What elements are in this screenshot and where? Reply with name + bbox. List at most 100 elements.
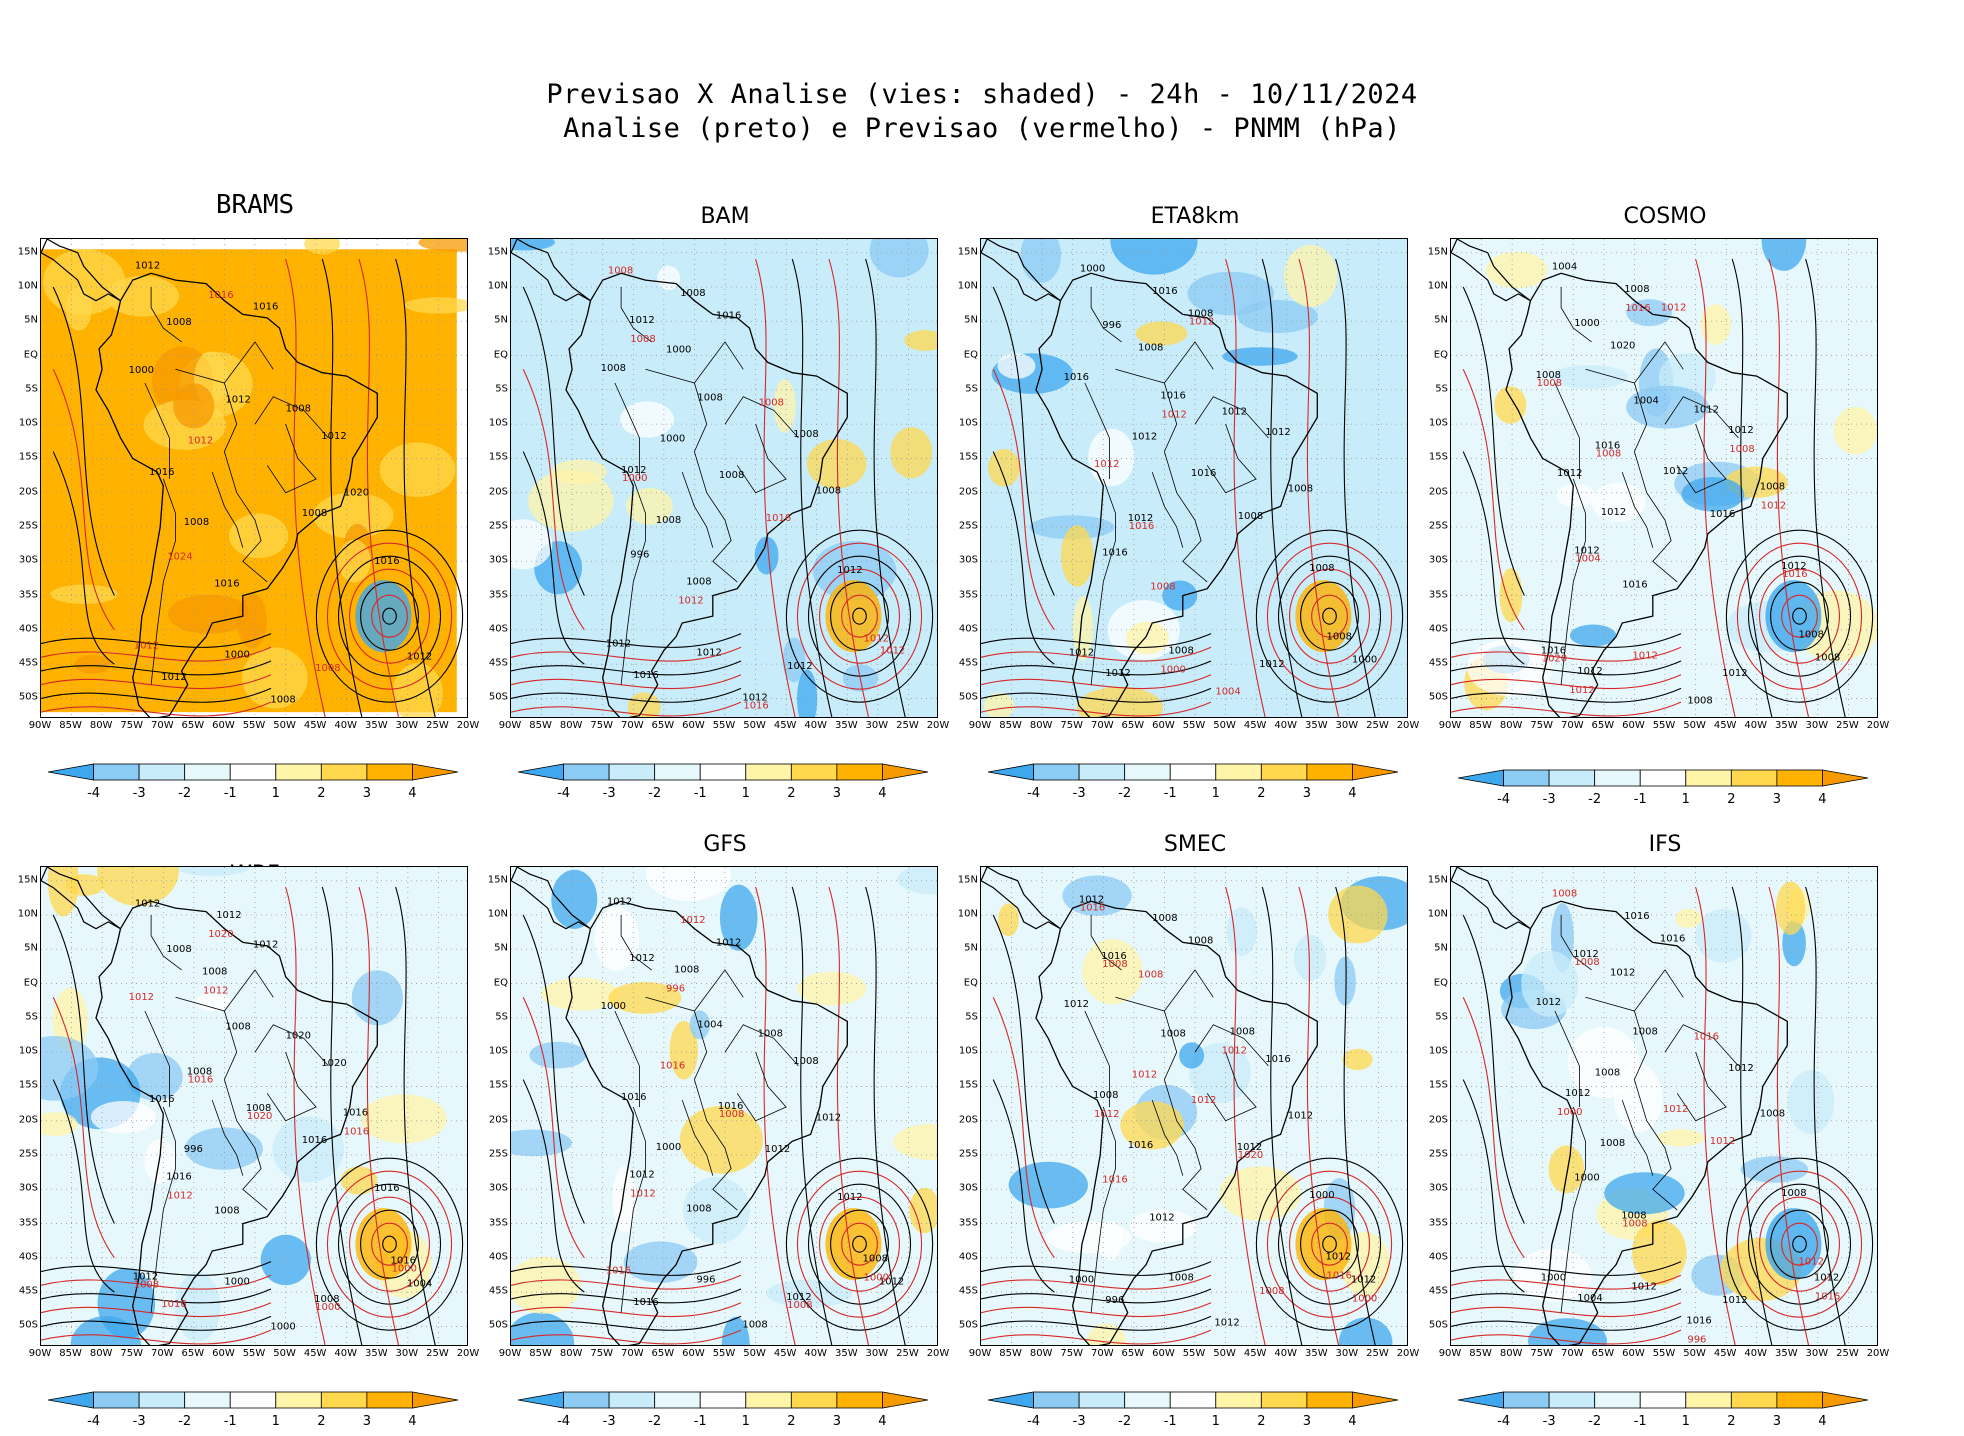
colorbar-label: -3 (602, 786, 616, 801)
lat-tick-label: 30S (18, 1182, 38, 1194)
bias-blob (1135, 321, 1188, 346)
lon-tick-label: 50W (1213, 1348, 1236, 1359)
contour-label: 1016 (1102, 1174, 1127, 1185)
contour-label: 1016 (344, 1127, 369, 1138)
lon-tick-label: 75W (1530, 720, 1554, 731)
longitude-axis: 90W 85W 80W 75W 70W 65W 60W 55W 50W 45W 40W 35W 30W 2… (1439, 720, 1890, 734)
contour-label: 1012 (1132, 1070, 1157, 1081)
map-svg: 1012 1008 1008 1012 1008 1016 1016 1008 1012 1008… (41, 239, 467, 717)
lon-tick-label: 35W (1774, 720, 1798, 731)
lat-tick-label: 5N (494, 314, 508, 326)
contour-label: 1008 (787, 1300, 812, 1311)
bias-blob (1494, 386, 1527, 424)
country-border (1151, 471, 1184, 548)
bias-blob (1485, 251, 1548, 289)
lat-tick-label: 35S (488, 1217, 508, 1229)
contour-label: 1016 (1660, 933, 1685, 944)
lon-tick-label: 90W (498, 720, 522, 731)
contour-label: 1008 (1760, 482, 1785, 493)
bias-blob (1088, 428, 1135, 487)
contour-label: 1012 (188, 436, 213, 447)
contour-label: 1000 (1080, 263, 1105, 274)
colorbar-segment (1033, 763, 1080, 781)
lat-tick-label: 10N (957, 280, 978, 292)
contour-label: 1016 (1815, 1291, 1840, 1302)
bias-blob (1613, 1064, 1663, 1133)
bias-blob (1165, 698, 1208, 717)
contour-label: 1020 (321, 1058, 346, 1069)
bias-blob (608, 982, 682, 1014)
contour-label: 1000 (1160, 664, 1185, 675)
colorbar-segment (1215, 1391, 1262, 1409)
lat-tick-label: 10S (1428, 417, 1448, 429)
colorbar-segment (275, 1391, 322, 1409)
contour-label: 1016 (1694, 1031, 1719, 1042)
colorbar: -4 -3 -2 -1 1 2 3 4 (988, 762, 1398, 808)
bias-blob (52, 987, 88, 1053)
colorbar-label: -4 (1497, 1414, 1511, 1429)
contour-label: 1024 (167, 551, 192, 562)
lon-tick-label: 25W (426, 1348, 449, 1359)
lon-tick-label: 60W (1152, 720, 1175, 731)
contour-label: 1008 (1230, 1026, 1255, 1037)
contour-label: 1012 (621, 465, 646, 476)
contour-label: 1016 (1160, 391, 1185, 402)
colorbar-segment (654, 1391, 701, 1409)
colorbar-label: 4 (1348, 1414, 1357, 1429)
contour-label: 1008 (719, 1109, 744, 1120)
contour-label: 1012 (1237, 1142, 1262, 1153)
colorbar-segment (93, 763, 140, 781)
lon-tick-label: 45W (773, 720, 797, 731)
contour-label: 1000 (1574, 318, 1599, 329)
lon-tick-label: 45W (303, 1348, 327, 1359)
contour-label: 1008 (1102, 959, 1127, 970)
lat-tick-label: 35S (18, 1217, 38, 1229)
contour-label: 996 (1102, 320, 1121, 331)
colorbar-label: 2 (317, 786, 326, 801)
colorbar-segment (1822, 769, 1868, 787)
contour-label: 1008 (1621, 1211, 1646, 1222)
cyclone-bias (825, 580, 882, 653)
colorbar-segment (1352, 1391, 1398, 1409)
lat-tick-label: 30S (1428, 1182, 1448, 1194)
colorbar-label: 1 (271, 786, 280, 801)
contour-label: 1008 (1168, 1272, 1193, 1283)
lon-tick-label: 70W (1560, 720, 1584, 731)
country-border (620, 478, 646, 685)
lat-tick-label: 50S (1428, 691, 1448, 703)
contour-label: 1016 (374, 1183, 399, 1194)
colorbar-label: -2 (178, 1414, 192, 1429)
lat-tick-label: 35S (18, 589, 38, 601)
contour-label: 1012 (134, 640, 159, 651)
lon-tick-label: 85W (59, 720, 82, 731)
colorbar: -4 -3 -2 -1 1 2 3 4 (518, 762, 928, 808)
contour-label: 1020 (1610, 341, 1635, 352)
lon-tick-label: 50W (1213, 720, 1236, 731)
contour-label: 1008 (1600, 1138, 1625, 1149)
colorbar-segment (836, 763, 883, 781)
colorbar-segment (988, 763, 1034, 781)
contour-label: 1000 (656, 1142, 681, 1153)
colorbar-segment (745, 1391, 792, 1409)
contour-label: 1016 (1129, 521, 1154, 532)
contour-label: 1000 (224, 1276, 249, 1287)
bias-blob (1226, 907, 1257, 956)
figure-title: Previsao X Analise (vies: shaded) - 24h … (0, 78, 1964, 146)
lon-tick-label: 80W (1029, 1348, 1053, 1359)
contour-label: 1012 (1663, 466, 1688, 477)
country-border (1090, 1106, 1116, 1313)
colorbar-label: 4 (878, 786, 887, 801)
colorbar-segment (1260, 763, 1308, 781)
contour-label: 1008 (697, 393, 722, 404)
country-border (1676, 1051, 1727, 1122)
panel-title: SMEC (1163, 832, 1227, 857)
map-svg: 1012101210081012100810081012101610081012… (511, 239, 937, 717)
contour-label: 1012 (1577, 666, 1602, 677)
bias-blob (1020, 239, 1062, 283)
contour-label: 1008 (719, 470, 744, 481)
contour-label: 1012 (1149, 1213, 1174, 1224)
country-border (1585, 996, 1678, 1211)
lat-tick-label: 20S (958, 1114, 978, 1126)
contour-label: 1016 (1101, 951, 1126, 962)
colorbar-segment (1458, 769, 1504, 787)
